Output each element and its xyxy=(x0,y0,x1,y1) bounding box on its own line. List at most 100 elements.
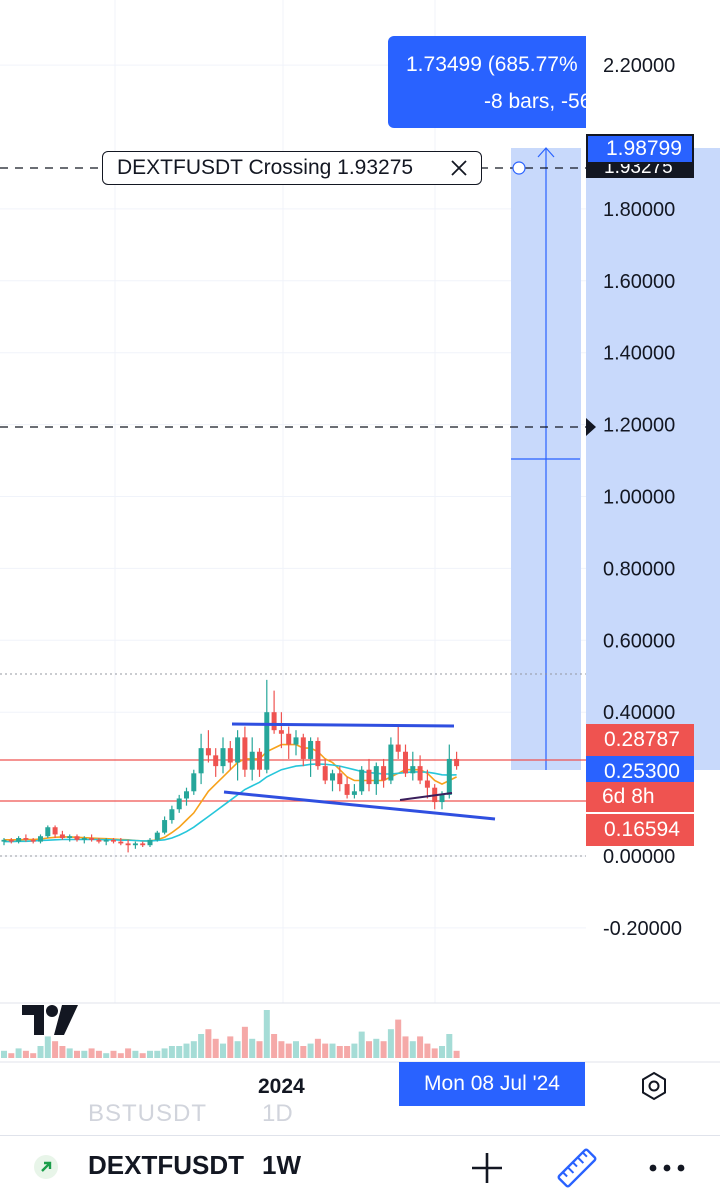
candle-body xyxy=(30,839,36,842)
candle-body xyxy=(67,836,73,839)
price-tick-label: 2.20000 xyxy=(603,55,675,77)
volume-bar xyxy=(256,1041,263,1058)
volume-bar xyxy=(431,1048,438,1058)
volume-bar xyxy=(176,1046,183,1058)
volume-bar xyxy=(117,1053,124,1058)
price-tick-label: 0.00000 xyxy=(603,846,675,868)
candle-body xyxy=(176,798,182,810)
candle-body xyxy=(359,769,365,792)
volume-bar xyxy=(1,1050,7,1058)
candle-body xyxy=(242,737,248,770)
volume-bar xyxy=(52,1041,59,1058)
price-tick-label: 1.20000 xyxy=(603,415,675,437)
candle-body xyxy=(38,836,43,842)
price-tick-label: 0.60000 xyxy=(603,630,675,652)
candle-body xyxy=(59,834,65,839)
volume-bar xyxy=(103,1053,110,1058)
volume-bar xyxy=(380,1041,387,1058)
volume-bar xyxy=(125,1048,132,1058)
candle-body xyxy=(184,791,189,799)
candle-body xyxy=(1,839,7,842)
alert-label[interactable]: DEXTFUSDT Crossing 1.93275 xyxy=(102,151,482,185)
candle-body xyxy=(111,839,116,842)
volume-bar xyxy=(241,1026,248,1058)
previous-symbol-ghost: BSTUSDT xyxy=(88,1100,208,1127)
candle-body xyxy=(227,748,233,763)
more-button[interactable] xyxy=(645,1146,689,1190)
volume-bar xyxy=(409,1041,416,1058)
previous-timeframe-ghost: 1D xyxy=(262,1100,293,1127)
volume-bar xyxy=(322,1043,329,1058)
hexagon-settings-icon xyxy=(642,1071,666,1101)
candle-body xyxy=(424,780,430,788)
volume-bar xyxy=(30,1053,37,1058)
volume-bar xyxy=(139,1053,146,1058)
volume-bar xyxy=(190,1041,197,1058)
candle-body xyxy=(403,751,408,774)
candle-body xyxy=(118,841,124,844)
symbol-name-button[interactable]: DEXTFUSDT xyxy=(88,1150,244,1180)
candle-body xyxy=(235,737,241,763)
add-button[interactable] xyxy=(465,1146,509,1190)
symbol-logo-icon xyxy=(34,1155,58,1179)
candle-body xyxy=(410,766,416,774)
measure-tool-button[interactable] xyxy=(555,1146,599,1190)
volume-bar xyxy=(88,1048,95,1058)
volume-bar xyxy=(110,1050,117,1058)
candle-body xyxy=(89,838,95,840)
price-tick-label: 1.60000 xyxy=(603,271,675,293)
candlesticks xyxy=(1,679,460,853)
volume-bar xyxy=(212,1038,219,1058)
candle-body xyxy=(74,836,80,840)
measure-info-box[interactable]: 1.73499 (685.77% -8 bars, -56 xyxy=(388,36,586,128)
volume-bars xyxy=(1,1010,460,1058)
volume-bar xyxy=(285,1043,292,1058)
ruler-icon xyxy=(557,1148,597,1188)
candle-body xyxy=(330,773,335,781)
candle-body xyxy=(23,838,29,840)
price-tick-label: 1.40000 xyxy=(603,343,675,365)
volume-bar xyxy=(183,1043,190,1058)
volume-bar xyxy=(351,1043,358,1058)
candle-body xyxy=(439,794,445,803)
volume-bar xyxy=(161,1048,168,1058)
upper-trendline[interactable] xyxy=(231,722,455,728)
time-axis-year: 2024 xyxy=(258,1075,305,1098)
candle-body xyxy=(286,733,292,745)
candle-body xyxy=(264,712,270,770)
volume-bar xyxy=(358,1031,365,1058)
crosshair-date-label: Mon 08 Jul '24 xyxy=(399,1062,585,1106)
short-trendline[interactable] xyxy=(399,792,453,801)
lower-trendline[interactable] xyxy=(223,790,496,821)
price-chart[interactable]: 2.40000 2.20000 1.80000 1.60000 1.40000 1.200… xyxy=(0,0,720,1135)
candle-body xyxy=(308,740,314,759)
candle-body xyxy=(96,839,102,842)
volume-bar xyxy=(307,1043,314,1058)
volume-bar xyxy=(74,1050,80,1058)
candle-body xyxy=(249,751,255,770)
volume-bar xyxy=(8,1053,15,1058)
target-price-tag: 1.98799 xyxy=(586,134,694,164)
candle-body xyxy=(125,843,131,846)
lower-price-tag: 0.16594 xyxy=(586,814,694,846)
price-axis-range-highlight xyxy=(586,148,720,770)
candle-body xyxy=(45,827,51,837)
timeframe-button[interactable]: 1W xyxy=(262,1150,301,1180)
candle-body xyxy=(140,843,146,846)
candle-body xyxy=(162,820,168,833)
close-icon[interactable] xyxy=(447,156,471,180)
volume-bar xyxy=(314,1038,321,1058)
volume-bar xyxy=(417,1036,424,1058)
candle-body xyxy=(205,748,211,756)
candle-body xyxy=(198,748,204,774)
candle-body xyxy=(344,784,350,795)
alert-handle[interactable] xyxy=(512,161,526,175)
price-tick-label: 0.40000 xyxy=(603,702,675,724)
volume-bar xyxy=(271,1034,278,1058)
volume-bar xyxy=(344,1046,351,1058)
chart-settings-button[interactable] xyxy=(634,1066,674,1106)
volume-bar xyxy=(22,1050,29,1058)
candle-body xyxy=(8,839,14,842)
candle-body xyxy=(213,755,219,767)
volume-bar xyxy=(234,1041,241,1058)
